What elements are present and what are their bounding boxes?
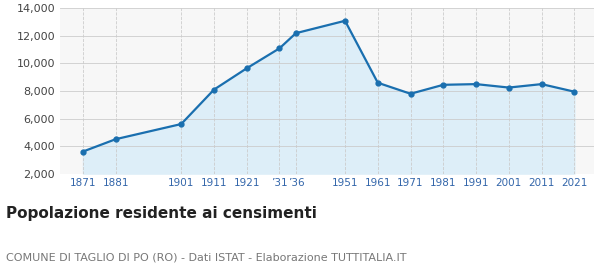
Text: Popolazione residente ai censimenti: Popolazione residente ai censimenti	[6, 206, 317, 221]
Text: COMUNE DI TAGLIO DI PO (RO) - Dati ISTAT - Elaborazione TUTTITALIA.IT: COMUNE DI TAGLIO DI PO (RO) - Dati ISTAT…	[6, 252, 407, 262]
